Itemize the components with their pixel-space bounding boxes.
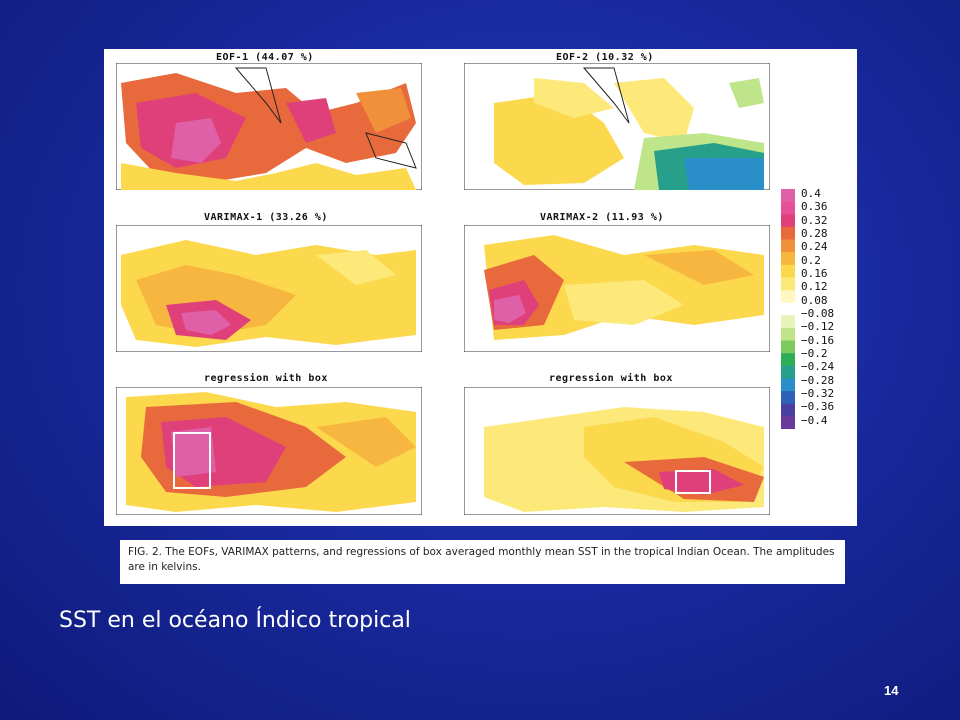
colorbar-cell: [781, 353, 795, 367]
panel-title-eof1: EOF-1 (44.07 %): [216, 52, 314, 63]
colorbar-label: 0.4: [801, 187, 821, 200]
colorbar-label: 0.32: [801, 213, 828, 227]
map-varimax2: [464, 225, 770, 352]
regression-box-2: [675, 470, 711, 494]
colorbar-label: 0.36: [801, 200, 828, 214]
colorbar-cell: [781, 302, 795, 316]
colorbar-label: 0.28: [801, 227, 828, 240]
panel-title-varimax1: VARIMAX-1 (33.26 %): [204, 212, 328, 223]
colorbar-cell: [781, 340, 795, 354]
panel-title-reg1: regression with box: [204, 373, 328, 384]
colorbar-cell: [781, 264, 795, 278]
colorbar-cell: [781, 391, 795, 405]
colorbar-label: 0.2: [801, 253, 821, 267]
colorbar-cell: [781, 226, 795, 241]
colorbar-label: −0.2: [801, 347, 828, 360]
map-regression2: [464, 387, 770, 515]
map-regression1: [116, 387, 422, 515]
page-number: 14: [884, 683, 899, 698]
panel-title-eof2: EOF-2 (10.32 %): [556, 52, 654, 63]
colorbar-cell: [781, 189, 795, 203]
colorbar-label: −0.32: [801, 387, 835, 400]
colorbar-cell: [781, 315, 795, 329]
colorbar-label: −0.08: [801, 307, 835, 320]
colorbar-cell: [781, 214, 795, 228]
figure-caption: FIG. 2. The EOFs, VARIMAX patterns, and …: [120, 540, 845, 584]
colorbar-label: 0.12: [801, 280, 828, 294]
colorbar-label: −0.36: [801, 400, 835, 414]
colorbar-cell: [781, 239, 795, 253]
colorbar-cell: [781, 252, 795, 266]
panel-title-varimax2: VARIMAX-2 (11.93 %): [540, 212, 664, 223]
slide-title: SST en el océano Índico tropical: [59, 608, 411, 633]
map-eof1: [116, 63, 422, 190]
figure-image: EOF-1 (44.07 %) EOF-2 (10.32 %) VARIMAX-…: [104, 49, 857, 526]
colorbar-cell: [781, 277, 795, 291]
colorbar-label: −0.24: [801, 360, 835, 374]
colorbar-cell: [781, 403, 795, 417]
panel-title-reg2: regression with box: [549, 373, 673, 384]
colorbar-label: −0.28: [801, 373, 835, 387]
colorbar-cell: [781, 290, 795, 304]
colorbar-cell: [781, 378, 795, 392]
colorbar-label: −0.16: [801, 333, 835, 347]
colorbar-cell: [781, 365, 795, 379]
colorbar-label: 0.16: [801, 267, 828, 280]
colorbar: [781, 189, 795, 429]
colorbar-label: −0.4: [801, 413, 828, 427]
colorbar-label: 0.08: [801, 293, 828, 307]
colorbar-cell: [781, 201, 795, 215]
regression-box-1: [173, 432, 211, 489]
map-varimax1: [116, 225, 422, 352]
colorbar-label: −0.12: [801, 320, 835, 334]
colorbar-label: 0.24: [801, 240, 828, 254]
colorbar-cell: [781, 416, 795, 429]
map-eof2: [464, 63, 770, 190]
colorbar-cell: [781, 327, 795, 342]
